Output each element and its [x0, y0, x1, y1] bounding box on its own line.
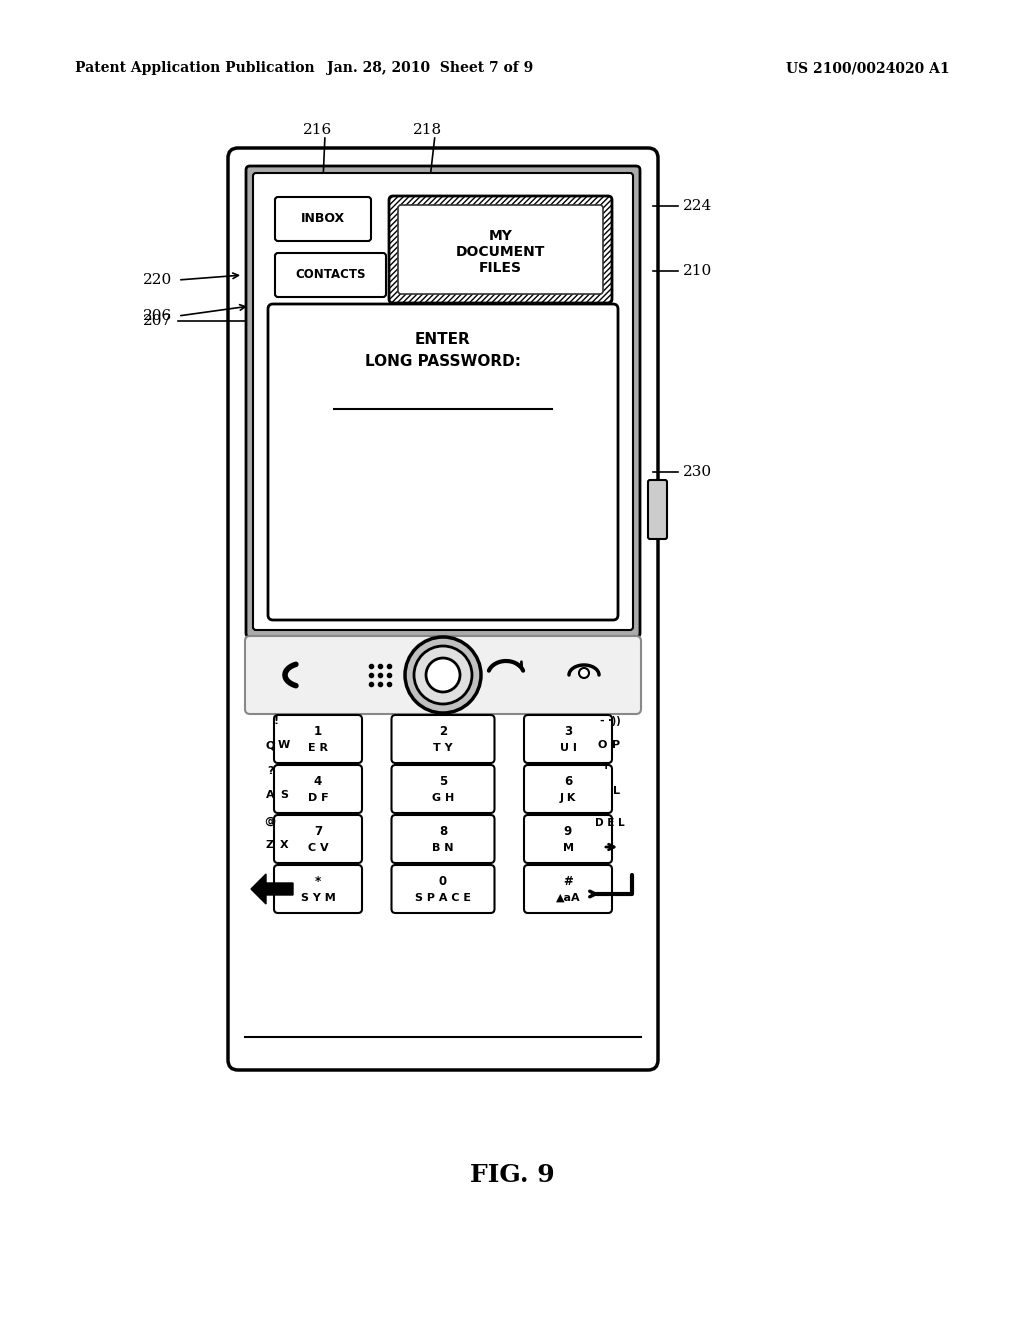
FancyBboxPatch shape	[391, 865, 495, 913]
FancyBboxPatch shape	[398, 205, 603, 294]
FancyBboxPatch shape	[274, 715, 362, 763]
Text: A: A	[265, 789, 274, 800]
Text: S: S	[280, 789, 288, 800]
Text: OUTBOX: OUTBOX	[416, 213, 475, 226]
Text: P: P	[612, 741, 621, 750]
FancyBboxPatch shape	[524, 814, 612, 863]
Text: S P A C E: S P A C E	[415, 892, 471, 903]
Text: ': '	[604, 764, 608, 777]
FancyBboxPatch shape	[228, 148, 658, 1071]
Text: 230: 230	[683, 465, 712, 479]
Text: FIG. 9: FIG. 9	[470, 1163, 554, 1187]
Text: 206: 206	[143, 309, 172, 323]
Text: X: X	[280, 840, 289, 850]
Text: 7: 7	[314, 825, 323, 838]
Text: D F: D F	[307, 793, 329, 803]
Text: 218: 218	[413, 123, 442, 137]
Text: 3: 3	[564, 725, 572, 738]
Text: D E L: D E L	[595, 818, 625, 828]
Circle shape	[426, 657, 460, 692]
Text: Patent Application Publication: Patent Application Publication	[75, 61, 314, 75]
Text: FILES: FILES	[479, 260, 522, 275]
Text: 224: 224	[683, 199, 713, 213]
Text: 220: 220	[143, 273, 172, 286]
Text: ·)): ·))	[607, 715, 621, 726]
Text: @: @	[264, 816, 275, 826]
Text: MY: MY	[488, 228, 512, 243]
Circle shape	[406, 638, 481, 713]
Text: L: L	[612, 785, 620, 796]
FancyBboxPatch shape	[246, 166, 640, 638]
Text: 2: 2	[439, 725, 447, 738]
Text: Z: Z	[266, 840, 274, 850]
Text: ENTER: ENTER	[415, 331, 471, 346]
FancyBboxPatch shape	[391, 766, 495, 813]
FancyBboxPatch shape	[391, 715, 495, 763]
Text: 9: 9	[564, 825, 572, 838]
FancyBboxPatch shape	[253, 173, 633, 630]
Text: ▲aA: ▲aA	[556, 892, 581, 903]
Text: 207: 207	[143, 314, 172, 327]
FancyBboxPatch shape	[524, 766, 612, 813]
Text: DOCUMENT: DOCUMENT	[456, 244, 545, 259]
Text: 1: 1	[314, 725, 323, 738]
Text: !: !	[273, 715, 279, 726]
Circle shape	[579, 668, 589, 678]
Text: LONG PASSWORD:: LONG PASSWORD:	[365, 354, 521, 368]
Text: 5: 5	[439, 775, 447, 788]
Text: G H: G H	[432, 793, 454, 803]
Text: 8: 8	[439, 825, 447, 838]
FancyBboxPatch shape	[274, 766, 362, 813]
Text: O: O	[597, 741, 606, 750]
Text: E R: E R	[308, 743, 328, 752]
Text: J K: J K	[560, 793, 577, 803]
Text: 6: 6	[564, 775, 572, 788]
FancyBboxPatch shape	[274, 814, 362, 863]
FancyBboxPatch shape	[648, 480, 667, 539]
Polygon shape	[251, 874, 293, 904]
FancyBboxPatch shape	[389, 195, 612, 304]
Text: Q: Q	[265, 741, 274, 750]
FancyBboxPatch shape	[275, 197, 371, 242]
Text: T Y: T Y	[433, 743, 453, 752]
FancyBboxPatch shape	[275, 253, 386, 297]
Circle shape	[414, 645, 472, 704]
FancyBboxPatch shape	[274, 865, 362, 913]
Text: C V: C V	[307, 842, 329, 853]
Text: M: M	[562, 842, 573, 853]
FancyBboxPatch shape	[268, 304, 618, 620]
Text: Jan. 28, 2010  Sheet 7 of 9: Jan. 28, 2010 Sheet 7 of 9	[327, 61, 534, 75]
Text: CONTACTS: CONTACTS	[295, 268, 366, 281]
Text: US 2100/0024020 A1: US 2100/0024020 A1	[786, 61, 950, 75]
Text: B N: B N	[432, 842, 454, 853]
FancyBboxPatch shape	[245, 636, 641, 714]
Text: W: W	[278, 741, 290, 750]
Text: S Y M: S Y M	[301, 892, 336, 903]
Text: #: #	[563, 875, 572, 888]
FancyBboxPatch shape	[390, 197, 501, 242]
Text: 0: 0	[439, 875, 447, 888]
FancyBboxPatch shape	[391, 814, 495, 863]
Text: 4: 4	[314, 775, 323, 788]
Text: 216: 216	[303, 123, 332, 137]
Text: ?: ?	[266, 766, 273, 776]
FancyBboxPatch shape	[524, 865, 612, 913]
FancyBboxPatch shape	[524, 715, 612, 763]
Text: *: *	[314, 875, 322, 888]
Text: 210: 210	[683, 264, 713, 279]
Text: -: -	[600, 715, 604, 726]
Text: U I: U I	[559, 743, 577, 752]
Text: INBOX: INBOX	[301, 213, 345, 226]
